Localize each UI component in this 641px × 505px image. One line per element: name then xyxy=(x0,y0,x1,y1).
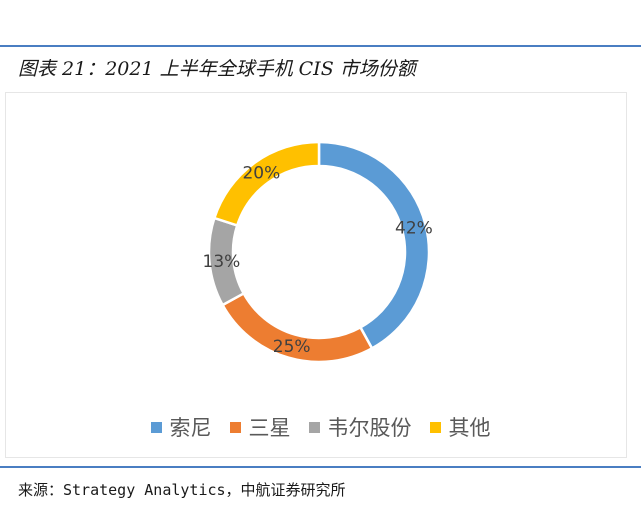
slice-label-1: 42% xyxy=(395,219,433,239)
legend-item-4: 其他 xyxy=(429,412,491,442)
legend-item-2: 三星 xyxy=(229,412,291,442)
legend-label: 韦尔股份 xyxy=(327,416,412,440)
slice-label-3: 13% xyxy=(203,252,241,272)
legend-label: 索尼 xyxy=(169,416,212,440)
legend-swatch xyxy=(150,421,162,433)
slice-label-2: 25% xyxy=(273,337,311,357)
legend-item-1: 索尼 xyxy=(150,412,212,442)
donut-slice-4 xyxy=(212,140,321,227)
legend-swatch xyxy=(308,421,320,433)
legend-label: 其他 xyxy=(448,416,491,440)
figure-title: 图表 21：2021 上半年全球手机 CIS 市场份额 xyxy=(18,58,416,80)
source-note: 来源：Strategy Analytics，中航证券研究所 xyxy=(18,481,346,499)
chart-legend: 索尼 三星 韦尔股份 其他 xyxy=(0,412,641,442)
top-rule xyxy=(0,45,641,47)
legend-label: 三星 xyxy=(248,416,291,440)
slice-label-4: 20% xyxy=(242,164,280,184)
legend-swatch xyxy=(229,421,241,433)
plot-area xyxy=(5,92,627,458)
legend-item-3: 韦尔股份 xyxy=(308,412,412,442)
legend-swatch xyxy=(429,421,441,433)
bottom-rule xyxy=(0,466,641,468)
donut-slice-1 xyxy=(317,140,431,351)
